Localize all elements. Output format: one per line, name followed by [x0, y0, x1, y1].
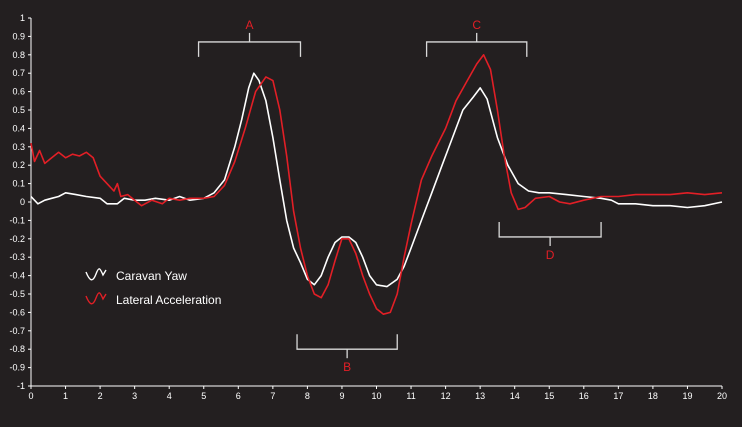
series-line-lateral-acceleration — [30, 54, 723, 315]
annotation-b: B — [296, 334, 398, 374]
annotation-label-a: A — [246, 18, 254, 32]
annotation-label-d: D — [546, 248, 555, 262]
x-tick-label: 5 — [201, 391, 206, 401]
y-tick-label: 0.2 — [12, 160, 25, 170]
x-tick-label: 2 — [98, 391, 103, 401]
x-tick-label: 17 — [613, 391, 623, 401]
series-line-caravan-yaw — [30, 72, 723, 288]
annotation-label-c: C — [472, 18, 481, 32]
annotation-bracket-c — [425, 41, 528, 57]
legend-swatch-lateral-acceleration — [85, 292, 107, 305]
y-tick-label: 0.3 — [12, 142, 25, 152]
x-tick-label: 14 — [510, 391, 520, 401]
legend: Caravan Yaw Lateral Acceleration — [85, 268, 221, 307]
x-tick-label: 6 — [236, 391, 241, 401]
y-tick-label: -0.9 — [9, 363, 25, 373]
x-tick-label: 19 — [682, 391, 692, 401]
y-tick-label: 0.1 — [12, 179, 25, 189]
legend-label-lateral-acceleration: Lateral Acceleration — [116, 293, 221, 307]
y-tick-label: -0.4 — [9, 271, 25, 281]
y-tick-label: 0.8 — [12, 50, 25, 60]
annotation-a: A — [197, 18, 302, 57]
legend-swatch-caravan-yaw — [85, 268, 107, 281]
y-tick-label: -0.3 — [9, 252, 25, 262]
x-tick-label: 11 — [406, 391, 415, 401]
annotation-bracket-b — [296, 334, 398, 350]
y-tick-label: -0.8 — [9, 344, 25, 354]
annotation-d: D — [498, 221, 602, 262]
x-tick-label: 1 — [63, 391, 68, 401]
y-tick-label: 1 — [20, 13, 25, 23]
annotation-bracket-a — [197, 41, 302, 57]
x-tick-label: 9 — [339, 391, 344, 401]
x-tick-label: 10 — [371, 391, 381, 401]
y-tick-label: -0.6 — [9, 307, 25, 317]
x-axis-ticks: 0 1 2 3 4 5 6 7 8 9 10 11 12 13 14 15 16 17 18 19 20 — [28, 386, 727, 401]
x-tick-label: 8 — [305, 391, 310, 401]
y-tick-label: 0 — [20, 197, 25, 207]
x-tick-label: 18 — [648, 391, 658, 401]
x-tick-label: 3 — [132, 391, 137, 401]
y-tick-label: 0.7 — [12, 68, 25, 78]
y-tick-label: 0.4 — [12, 123, 25, 133]
annotation-label-b: B — [343, 360, 351, 374]
y-tick-label: -1 — [17, 381, 25, 391]
y-tick-label: -0.2 — [9, 234, 25, 244]
legend-label-caravan-yaw: Caravan Yaw — [116, 269, 187, 283]
x-tick-label: 16 — [579, 391, 589, 401]
annotation-brackets: A B C D — [197, 18, 602, 374]
y-axis-ticks: 1 0.9 0.8 0.7 0.6 0.5 0.4 0.3 0.2 0.1 0 -0.1 -0.2 -0.… — [9, 13, 31, 391]
x-tick-label: 12 — [441, 391, 451, 401]
y-tick-label: -0.7 — [9, 326, 25, 336]
x-tick-label: 4 — [167, 391, 172, 401]
annotation-c: C — [425, 18, 528, 57]
annotation-bracket-d — [498, 221, 602, 238]
y-tick-label: 0.9 — [12, 31, 25, 41]
x-tick-label: 20 — [717, 391, 727, 401]
x-tick-label: 0 — [28, 391, 33, 401]
x-tick-label: 15 — [544, 391, 554, 401]
chart-axes — [30, 18, 722, 387]
y-tick-label: 0.6 — [12, 87, 25, 97]
y-tick-label: -0.5 — [9, 289, 25, 299]
x-tick-label: 7 — [270, 391, 275, 401]
data-series — [30, 54, 723, 315]
x-tick-label: 13 — [475, 391, 485, 401]
y-tick-label: 0.5 — [12, 105, 25, 115]
y-tick-label: -0.1 — [9, 215, 25, 225]
